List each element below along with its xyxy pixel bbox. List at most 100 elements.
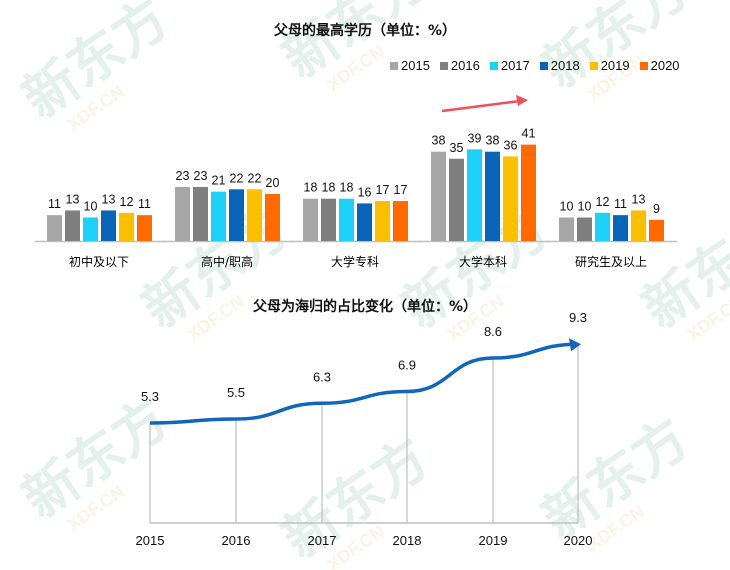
trend-arrow-icon — [516, 95, 528, 106]
bar — [193, 186, 208, 241]
point-value-label: 9.3 — [569, 310, 587, 325]
point-value-label: 8.6 — [484, 324, 502, 339]
bar-value-label: 12 — [120, 195, 134, 209]
bar-chart-legend: 2015 2016 2017 2018 2019 2020 — [390, 58, 680, 73]
point-value-label: 6.3 — [313, 369, 331, 384]
bar-chart: 11 13 10 13 12 11 初中及以下 23 23 21 22 22 20 高中/职高 18 18 18… — [35, 95, 677, 269]
bar — [65, 210, 80, 241]
x-tick-label: 2016 — [222, 533, 251, 548]
point-value-label: 6.9 — [398, 357, 416, 372]
arrowhead-icon — [569, 338, 581, 352]
legend-swatch — [489, 61, 498, 70]
line-chart-title: 父母为海归的占比变化（单位：%） — [252, 299, 478, 315]
bar-value-label: 10 — [560, 200, 574, 214]
bar-value-label: 21 — [212, 174, 226, 188]
bar — [631, 210, 646, 241]
bar-value-label: 10 — [84, 200, 98, 214]
category-label: 大学专科 — [331, 254, 379, 269]
trend-arrow-line — [441, 99, 521, 113]
x-tick-label: 2015 — [136, 533, 165, 548]
bar — [339, 198, 354, 241]
legend-item-2017: 2017 — [489, 58, 530, 73]
bar-value-label: 17 — [376, 183, 390, 197]
legend-item-2016: 2016 — [439, 58, 480, 73]
legend-swatch — [390, 61, 398, 70]
legend-item-2020: 2020 — [639, 58, 680, 73]
bar — [393, 201, 408, 241]
bar — [229, 189, 244, 241]
bar — [83, 217, 98, 241]
bar-value-label: 11 — [48, 197, 61, 211]
legend-item-2019: 2019 — [589, 58, 630, 73]
legend-label: 2019 — [600, 58, 630, 73]
legend-swatch — [639, 61, 648, 70]
bar-value-label: 13 — [632, 192, 646, 206]
legend-label: 2016 — [450, 58, 480, 73]
x-tick-label: 2017 — [308, 533, 337, 548]
bar-value-label: 12 — [596, 195, 610, 209]
legend-label: 2020 — [650, 58, 680, 73]
bar-value-label: 39 — [468, 131, 482, 145]
bar-value-label: 13 — [102, 192, 116, 206]
legend-swatch — [439, 61, 448, 70]
bar-value-label: 38 — [432, 134, 446, 148]
legend-label: 2015 — [401, 58, 430, 73]
legend-label: 2018 — [550, 58, 580, 73]
bar-value-label: 10 — [578, 200, 592, 214]
category-label: 高中/职高 — [201, 254, 253, 269]
bar-value-label: 38 — [486, 134, 500, 148]
bar-value-label: 9 — [653, 202, 660, 216]
trend-line — [149, 342, 579, 425]
legend-item-2015: 2015 — [390, 58, 430, 73]
bar — [485, 151, 500, 241]
bar-value-label: 17 — [394, 183, 408, 197]
x-tick-label: 2019 — [479, 533, 508, 548]
bar-value-label: 18 — [304, 181, 318, 195]
bar-value-label: 16 — [358, 185, 372, 199]
x-tick-label: 2020 — [564, 533, 593, 548]
bar-value-label: 18 — [322, 181, 336, 195]
bar — [265, 194, 280, 241]
bar-value-label: 36 — [504, 138, 518, 152]
bar-value-label: 35 — [450, 141, 464, 155]
bar — [303, 198, 318, 241]
bar-chart-title: 父母的最高学历（单位：%） — [273, 23, 457, 39]
bar — [521, 144, 536, 241]
bar-value-label: 23 — [176, 169, 190, 183]
legend-label: 2017 — [500, 58, 530, 73]
bar — [175, 186, 190, 241]
bar-value-label: 13 — [66, 192, 80, 206]
point-value-label: 5.3 — [141, 389, 159, 404]
bar-value-label: 20 — [266, 176, 280, 190]
bar-value-label: 18 — [340, 181, 354, 195]
x-tick-label: 2018 — [393, 533, 422, 548]
bar-value-label: 22 — [248, 171, 262, 185]
bar — [467, 149, 482, 241]
bar — [559, 217, 574, 241]
bar-value-label: 23 — [194, 169, 208, 183]
bar-value-label: 41 — [522, 127, 536, 141]
bar-value-label: 22 — [230, 171, 244, 185]
bar — [119, 212, 134, 241]
bar — [137, 215, 152, 241]
bar — [649, 219, 664, 241]
category-label: 初中及以下 — [69, 254, 129, 269]
category-label: 研究生及以上 — [575, 254, 647, 269]
bar — [47, 215, 62, 241]
category-label: 大学本科 — [459, 254, 507, 269]
bar — [101, 210, 116, 241]
point-value-label: 5.5 — [227, 385, 245, 400]
bar — [357, 203, 372, 241]
bar — [595, 212, 610, 241]
legend-swatch — [539, 61, 548, 70]
bar-value-label: 11 — [614, 197, 627, 211]
bar — [503, 156, 518, 241]
bar — [449, 158, 464, 241]
bar — [613, 215, 628, 241]
bar — [375, 201, 390, 241]
bar — [321, 198, 336, 241]
legend-swatch — [589, 61, 598, 70]
bar — [431, 151, 446, 241]
